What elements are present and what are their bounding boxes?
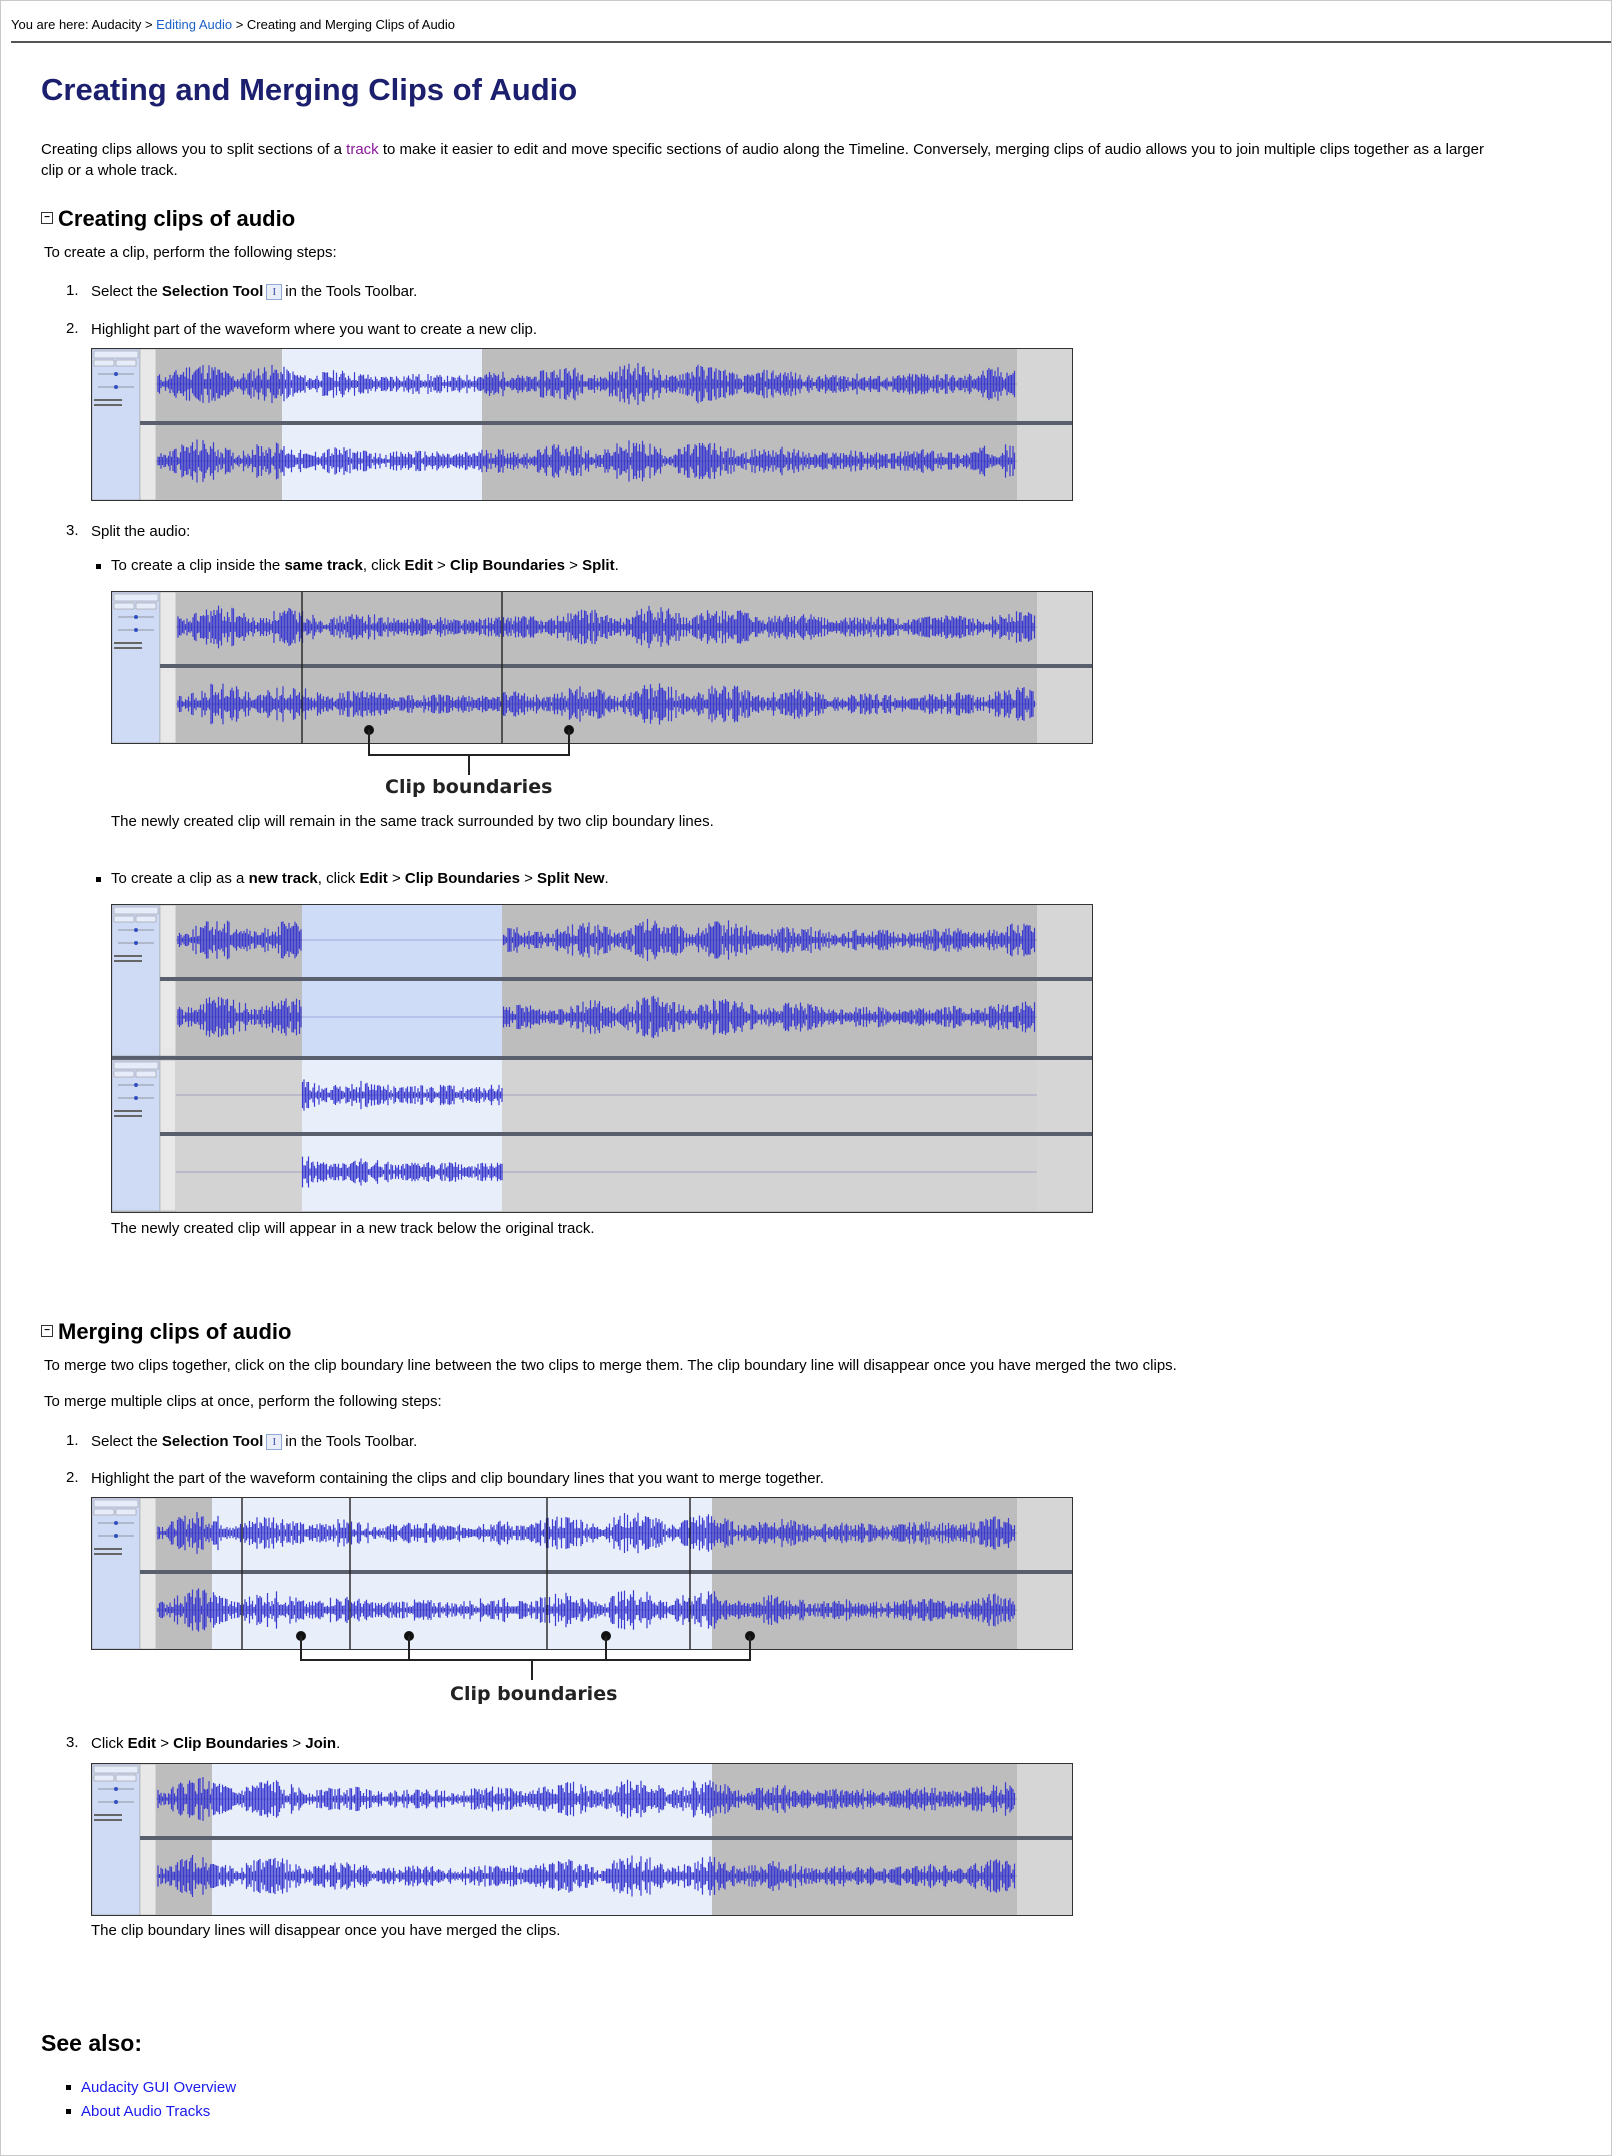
creating-step-3: Split the audio: (91, 523, 191, 540)
merging-step-2: Highlight the part of the waveform conta… (91, 1470, 824, 1487)
bullet (96, 877, 101, 882)
clip-boundaries-callout (296, 1631, 755, 1680)
clip-boundaries-label: Clip boundaries (385, 776, 553, 798)
note-join: The clip boundary lines will disappear o… (91, 1922, 561, 1939)
see-also-link-audio-tracks[interactable]: About Audio Tracks (81, 2103, 211, 2120)
waveform-image-split (111, 591, 1093, 744)
track-link[interactable]: track (346, 141, 379, 158)
waveform-image-merge-select (91, 1497, 1073, 1650)
merging-lead-1: To merge two clips together, click on th… (44, 1357, 1177, 1374)
creating-lead: To create a clip, perform the following … (44, 244, 337, 261)
see-also-link-gui-overview[interactable]: Audacity GUI Overview (81, 2079, 237, 2096)
collapse-icon[interactable] (41, 1325, 53, 1338)
waveform-image-highlight (91, 348, 1073, 501)
bullet-split-new: To create a clip as a new track, click E… (111, 870, 609, 887)
note-split-new: The newly created clip will appear in a … (111, 1220, 595, 1237)
breadcrumb: You are here: Audacity > Editing Audio >… (11, 17, 456, 32)
bullet (66, 2085, 71, 2090)
waveform-image-split-new (111, 904, 1093, 1213)
breadcrumb-link-editing-audio[interactable]: Editing Audio (156, 17, 233, 32)
clip-boundaries-label: Clip boundaries (450, 1683, 618, 1705)
section-heading-merging[interactable]: Merging clips of audio (41, 1319, 291, 1345)
collapse-icon[interactable] (41, 212, 53, 225)
merging-step-3: Click Edit > Clip Boundaries > Join. (91, 1735, 341, 1752)
bullet (66, 2109, 71, 2114)
note-split: The newly created clip will remain in th… (111, 813, 714, 830)
selection-tool-icon: I (266, 1434, 283, 1451)
merging-lead-2: To merge multiple clips at once, perform… (44, 1393, 442, 1410)
intro-paragraph: Creating clips allows you to split secti… (41, 141, 1484, 179)
see-also-heading: See also: (41, 2030, 142, 2056)
creating-step-2: Highlight part of the waveform where you… (91, 321, 538, 338)
header-divider (11, 41, 1611, 43)
section-heading-creating[interactable]: Creating clips of audio (41, 206, 295, 232)
clip-boundaries-callout (364, 725, 574, 775)
bullet (96, 564, 101, 569)
bullet-split: To create a clip inside the same track, … (111, 557, 619, 574)
selection-tool-icon: I (266, 284, 283, 301)
page-title: Creating and Merging Clips of Audio (41, 72, 578, 107)
waveform-image-joined (91, 1763, 1073, 1916)
